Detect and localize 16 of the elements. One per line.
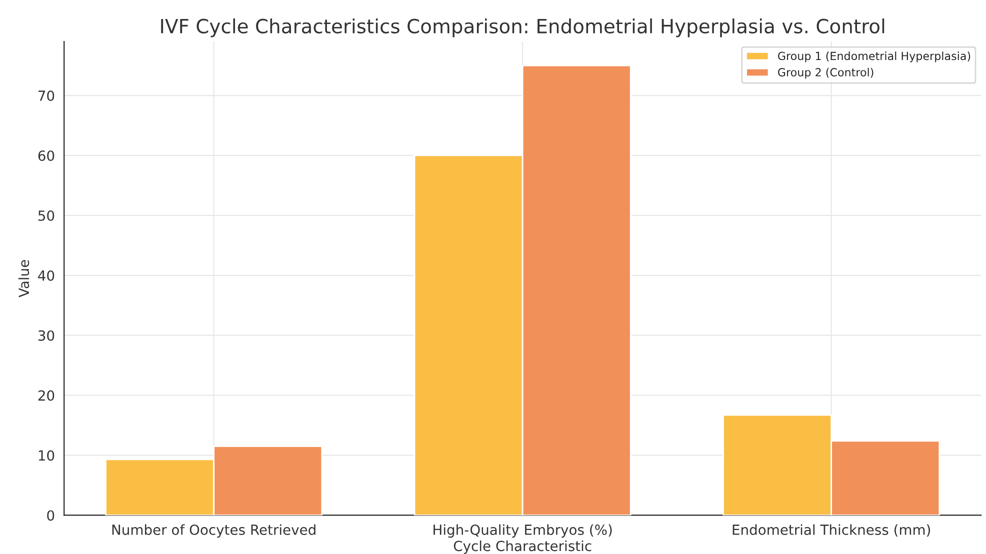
x-axis-title: Cycle Characteristic bbox=[454, 540, 592, 554]
y-tick-label: 10 bbox=[38, 450, 54, 461]
legend-label: Group 2 (Control) bbox=[778, 68, 874, 79]
x-tick-label: Number of Oocytes Retrieved bbox=[112, 524, 316, 538]
y-tick-label: 70 bbox=[38, 90, 54, 101]
y-tick-label: 30 bbox=[38, 330, 54, 341]
y-tick-label: 0 bbox=[47, 510, 54, 521]
y-axis-title: Value bbox=[18, 260, 30, 298]
legend-label: Group 1 (Endometrial Hyperplasia) bbox=[778, 52, 970, 62]
chart-title: IVF Cycle Characteristics Comparison: Endometrial Hyperplasia vs. Control bbox=[161, 18, 884, 38]
x-tick-label: High-Quality Embryos (%) bbox=[434, 524, 612, 538]
y-tick-label: 50 bbox=[38, 210, 54, 221]
x-tick-label: Endometrial Thickness (mm) bbox=[732, 524, 930, 537]
y-tick-label: 40 bbox=[38, 270, 54, 281]
y-tick-label: 20 bbox=[38, 390, 54, 401]
y-tick-label: 60 bbox=[38, 150, 54, 161]
